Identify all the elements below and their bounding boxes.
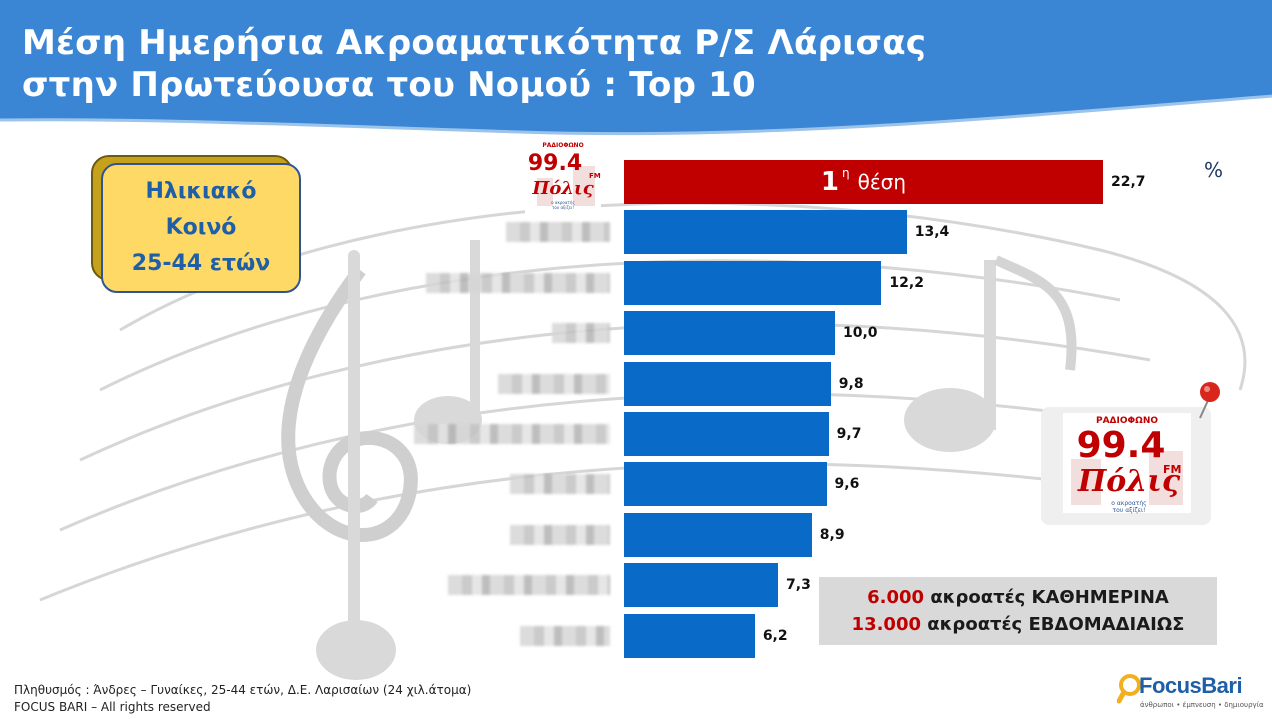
rank-number: 1 — [820, 167, 840, 197]
bar — [624, 613, 755, 658]
title-line-2: στην Πρωτεύουσα του Νομού : Top 10 — [22, 65, 756, 105]
logo-large-band: FM — [1163, 463, 1181, 476]
daily-listeners-text: ακροατές ΚΑΘΗΜΕΡΙΝΑ — [924, 587, 1169, 608]
bar-value-label: 7,3 — [786, 577, 811, 594]
logo-large-frequency: 99.4 — [1077, 425, 1166, 466]
bar-category-label — [510, 524, 610, 545]
copyright-note: FOCUS BARI – All rights reserved — [14, 700, 211, 714]
bar-category-label — [552, 323, 610, 344]
bar-value-label: 9,6 — [834, 476, 860, 493]
bar-category-label — [414, 424, 610, 444]
logo-small-band: FM — [589, 172, 601, 180]
bar-value-label: 8,9 — [819, 526, 845, 543]
rank-word: θέση — [857, 170, 907, 194]
bar — [624, 412, 829, 456]
map-pin-icon — [1199, 382, 1220, 419]
logo-large-name: Πόλις — [1077, 464, 1181, 499]
footnote: Πληθυσμός : Άνδρες – Γυναίκες, 25-44 ετώ… — [14, 682, 471, 716]
unit-label: % — [1204, 158, 1224, 182]
focusbari-brand: FocusBari — [1139, 673, 1243, 698]
logo-small-frequency: 99.4 — [528, 151, 582, 176]
focusbari-logo: FocusBari άνθρωποι • έμπνευση • δημιουργ… — [1117, 671, 1265, 715]
weekly-listeners-text: ακροατές ΕΒΔΟΜΑΔΙΑΙΩΣ — [921, 614, 1185, 635]
bar-value-label: 10,0 — [843, 325, 878, 342]
station-logo-large: ΡΑΔΙΟΦΩΝΟ 99.4 FM Πόλις ο ακροατής του α… — [1063, 413, 1191, 514]
bar-category-label — [510, 474, 610, 495]
bar-value-label: 6,2 — [762, 627, 788, 644]
first-place-label: 1 η θέση — [624, 160, 1103, 204]
listeners-stats-box: 6.000 ακροατές ΚΑΘΗΜΕΡΙΝΑ 13.000 ακροατέ… — [819, 575, 1217, 645]
audience-line-1: Ηλικιακό — [145, 179, 257, 204]
bar-category-label — [498, 373, 610, 394]
bar-category-label — [506, 222, 610, 243]
daily-listeners-number: 6.000 — [867, 587, 925, 608]
daily-listeners: 6.000 ακροατές ΚΑΘΗΜΕΡΙΝΑ — [867, 584, 1169, 611]
bar-value-label: 22,7 — [1110, 174, 1146, 190]
bar — [624, 512, 812, 557]
bar: 1 η θέση — [624, 160, 1103, 204]
population-note: Πληθυσμός : Άνδρες – Γυναίκες, 25-44 ετώ… — [14, 683, 472, 697]
bar — [624, 361, 831, 406]
weekly-listeners-number: 13.000 — [851, 614, 922, 635]
bar — [624, 210, 907, 255]
audience-line-2: Κοινό — [165, 215, 237, 240]
weekly-listeners: 13.000 ακροατές ΕΒΔΟΜΑΔΙΑΙΩΣ — [852, 611, 1185, 638]
bar-category-label — [426, 272, 610, 293]
bar-category-label — [520, 625, 610, 646]
bar — [624, 260, 882, 305]
logo-large-top-text: ΡΑΔΙΟΦΩΝΟ — [1096, 416, 1158, 426]
bar-category-label — [448, 575, 610, 596]
logo-large-slogan-2: του αξίζει! — [1113, 507, 1146, 514]
title-line-1: Μέση Ημερήσια Ακροαματικότητα Ρ/Σ Λάρισα… — [22, 23, 927, 63]
bar-value-label: 9,8 — [838, 375, 864, 392]
logo-small-slogan: ο ακροατής — [551, 200, 575, 205]
header-wave-shape — [0, 0, 1272, 136]
page-title: Μέση Ημερήσια Ακροαματικότητα Ρ/Σ Λάρισα… — [22, 22, 926, 106]
bar-value-label: 13,4 — [914, 224, 950, 241]
focusbari-tagline: άνθρωποι • έμπνευση • δημιουργία — [1140, 701, 1264, 709]
station-logo-small: ΡΑΔΙΟΦΩΝΟ 99.4 FM Πόλις ο ακροατής του α… — [525, 140, 601, 214]
bar-value-label: 12,2 — [889, 274, 924, 291]
station-logo-card: ΡΑΔΙΟΦΩΝΟ 99.4 FM Πόλις ο ακροατής του α… — [1041, 407, 1211, 525]
bar — [624, 563, 779, 608]
logo-small-top-text: ΡΑΔΙΟΦΩΝΟ — [542, 142, 583, 149]
audience-line-3: 25-44 ετών — [131, 251, 271, 276]
logo-small-slogan-2: του αξίζει! — [552, 205, 574, 210]
audience-box: Ηλικιακό Κοινό 25-44 ετών — [101, 163, 301, 293]
bar-value-label: 9,7 — [836, 426, 862, 442]
header-banner: Μέση Ημερήσια Ακροαματικότητα Ρ/Σ Λάρισα… — [0, 0, 1272, 140]
logo-small-name: Πόλις — [531, 178, 593, 199]
magnifier-icon — [1117, 674, 1141, 704]
bar — [624, 311, 835, 356]
bar — [624, 462, 827, 507]
logo-large-slogan: ο ακροατής — [1111, 500, 1146, 507]
rank-superscript: η — [842, 166, 850, 180]
